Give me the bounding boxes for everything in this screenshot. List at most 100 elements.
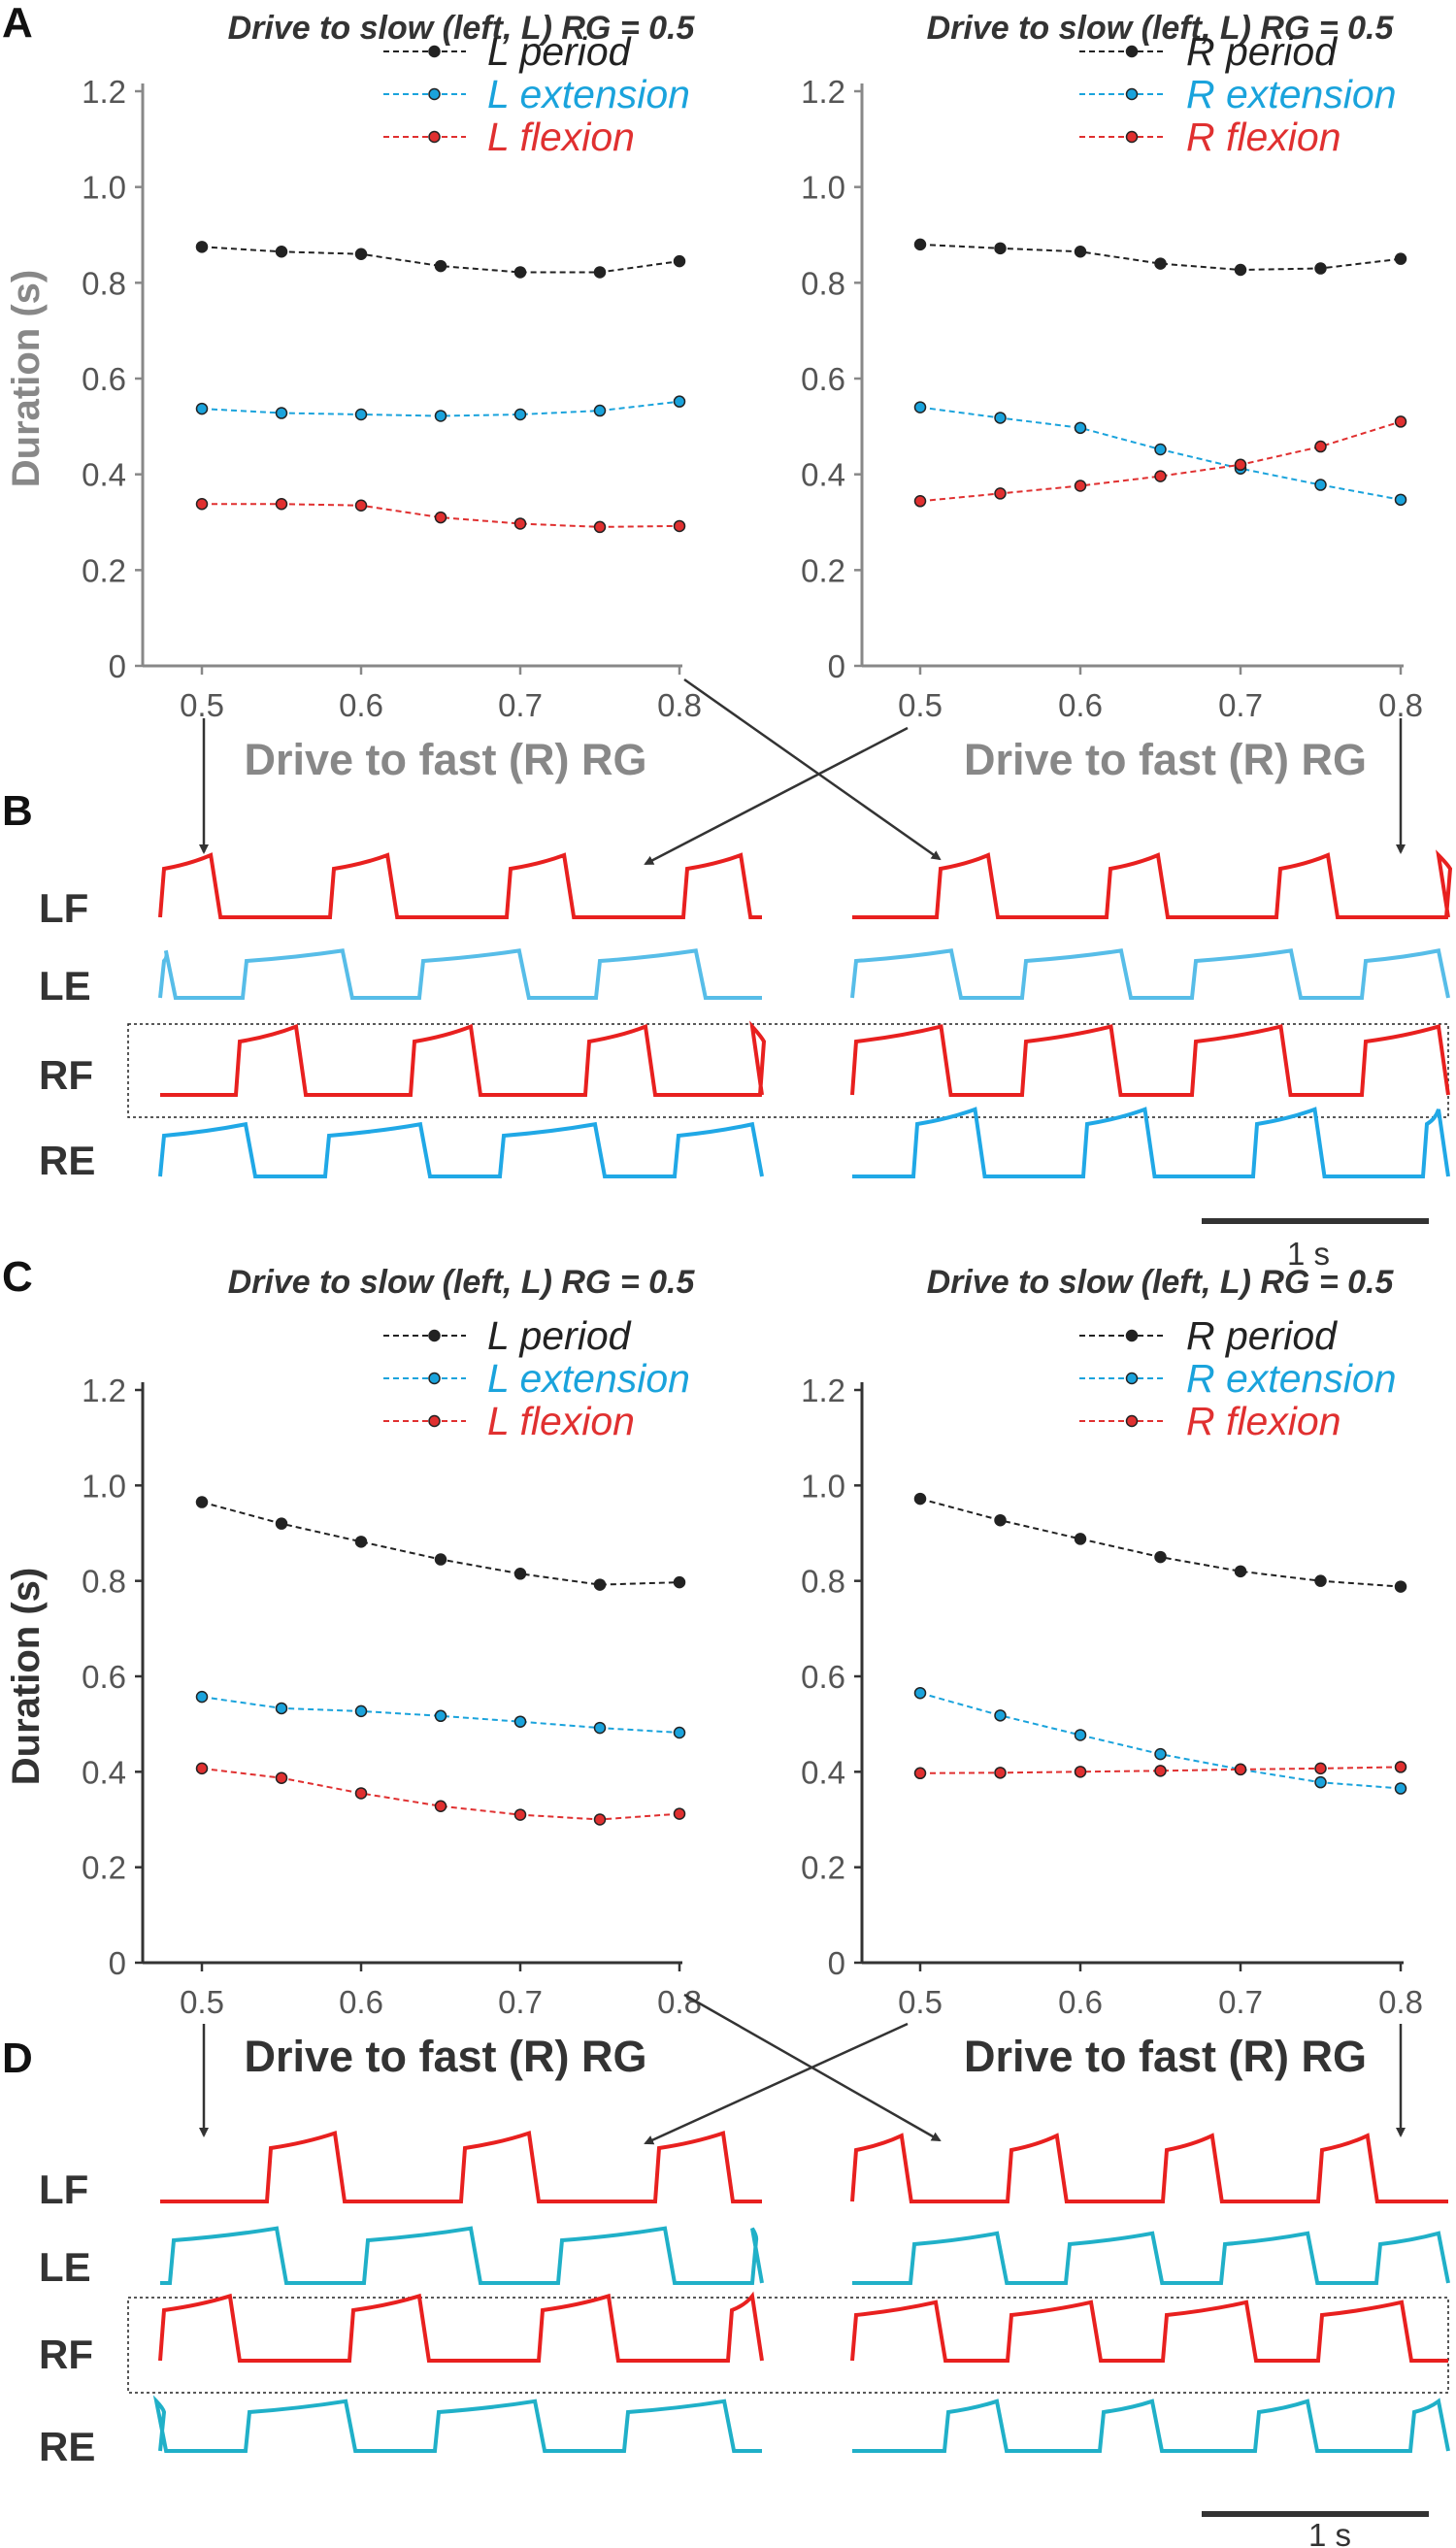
data-point-period xyxy=(1314,262,1327,275)
x-tick-label: 0.6 xyxy=(339,687,383,723)
data-point-extension xyxy=(913,1686,927,1700)
panel-b-traces: LF LE RF RE 1 s xyxy=(39,849,1453,1272)
trace-d-right-lf xyxy=(850,2133,1448,2203)
legend-marker-flexion xyxy=(1125,1414,1139,1428)
data-point-flexion xyxy=(593,1813,607,1826)
data-point-extension xyxy=(1394,493,1407,507)
y-tick-label: 0.2 xyxy=(82,1850,126,1886)
data-point-period xyxy=(1234,263,1247,277)
y-tick-label: 1.2 xyxy=(82,74,126,110)
legend-label-flexion: R flexion xyxy=(1186,115,1341,159)
y-tick-label: 1.2 xyxy=(801,74,845,110)
data-point-period xyxy=(593,266,607,279)
data-point-flexion xyxy=(913,495,927,508)
data-point-extension xyxy=(195,402,209,415)
x-axis-label: Drive to fast (R) RG xyxy=(244,735,646,784)
y-tick-label: 0.2 xyxy=(801,1850,845,1886)
y-tick-label: 0.4 xyxy=(801,1754,845,1790)
data-point-extension xyxy=(434,1709,447,1723)
arrow-b-cross-left xyxy=(644,726,909,866)
arrow-d-cross-left xyxy=(644,2022,909,2145)
data-point-period xyxy=(913,1492,927,1506)
data-point-flexion xyxy=(434,1800,447,1812)
y-tick-label: 0 xyxy=(828,648,845,684)
legend-marker-period xyxy=(1125,1329,1139,1342)
chart-c-left: Drive to slow (left, L) RG = 0.5 0 0.2 0.4 0… xyxy=(5,1264,702,2081)
data-point-extension xyxy=(673,1726,686,1739)
data-point-flexion xyxy=(1394,1761,1407,1773)
y-tick-label: 0.6 xyxy=(82,1659,126,1695)
y-tick-label: 0.6 xyxy=(801,361,845,397)
x-axis-label: Drive to fast (R) RG xyxy=(964,735,1367,784)
legend-label-flexion: L flexion xyxy=(487,1399,635,1443)
legend-label-flexion: R flexion xyxy=(1186,1399,1341,1443)
y-tick-label: 0.2 xyxy=(801,552,845,588)
legend-marker-extension xyxy=(428,1372,441,1385)
data-point-extension xyxy=(513,408,527,421)
panel-letter-a: A xyxy=(2,0,33,47)
y-tick-label: 1.0 xyxy=(801,1468,845,1504)
data-point-period xyxy=(513,1568,527,1580)
data-point-flexion xyxy=(593,520,607,534)
data-point-extension xyxy=(1154,443,1167,456)
x-axis-label: Drive to fast (R) RG xyxy=(244,2032,646,2081)
data-point-period xyxy=(1234,1565,1247,1578)
data-point-extension xyxy=(275,1702,288,1715)
trace-label-b-re: RE xyxy=(39,1138,95,1183)
data-point-period xyxy=(994,1513,1007,1527)
x-tick-label: 0.8 xyxy=(657,1984,702,2020)
data-point-period xyxy=(994,242,1007,255)
data-point-flexion xyxy=(913,1767,927,1780)
x-tick-label: 0.7 xyxy=(498,687,543,723)
panel-b-arrows xyxy=(199,678,1406,866)
y-tick-label: 0 xyxy=(109,1945,126,1981)
scale-bar-label-b: 1 s xyxy=(1287,1236,1330,1272)
chart-c-right: Drive to slow (left, L) RG = 0.5 0 0.2 0.4 0… xyxy=(801,1264,1423,2081)
x-tick-label: 0.8 xyxy=(1378,687,1423,723)
chart-title: Drive to slow (left, L) RG = 0.5 xyxy=(927,10,1395,47)
legend-label-period: L period xyxy=(487,29,632,74)
x-tick-label: 0.8 xyxy=(657,687,702,723)
trace-b-right-rf xyxy=(850,1024,1450,1097)
data-point-period xyxy=(1154,257,1167,270)
data-point-extension xyxy=(1314,1775,1327,1789)
series-line-flexion xyxy=(919,420,1402,503)
data-point-flexion xyxy=(1314,1762,1327,1775)
data-point-extension xyxy=(1314,479,1327,491)
x-tick-label: 0.5 xyxy=(898,1984,943,2020)
x-tick-label: 0.8 xyxy=(1378,1984,1423,2020)
legend-marker-flexion xyxy=(428,130,441,144)
data-point-flexion xyxy=(275,1771,288,1784)
data-point-period xyxy=(195,241,209,253)
x-tick-label: 0.5 xyxy=(898,687,943,723)
data-point-flexion xyxy=(1234,458,1247,472)
data-point-period xyxy=(1074,246,1087,258)
y-tick-label: 0.4 xyxy=(82,1754,126,1790)
chart-a-right: Drive to slow (left, L) RG = 0.5 0 0.2 0.4 0… xyxy=(801,10,1423,784)
data-point-flexion xyxy=(994,1767,1007,1779)
data-point-extension xyxy=(275,407,288,419)
data-point-extension xyxy=(994,1709,1007,1722)
trace-label-d-rf: RF xyxy=(39,2332,93,2377)
trace-b-left-re xyxy=(158,1121,764,1178)
y-tick-label: 1.0 xyxy=(82,1468,126,1504)
x-tick-label: 0.5 xyxy=(180,1984,224,2020)
panel-letter-b: B xyxy=(2,787,33,835)
data-point-flexion xyxy=(1154,1765,1167,1777)
x-tick-label: 0.7 xyxy=(1218,687,1263,723)
chart-title: Drive to slow (left, L) RG = 0.5 xyxy=(228,1264,696,1301)
x-tick-label: 0.7 xyxy=(498,1984,543,2020)
data-point-flexion xyxy=(354,1787,368,1800)
y-tick-label: 0.8 xyxy=(82,265,126,301)
data-point-extension xyxy=(1154,1747,1167,1761)
data-point-period xyxy=(354,1536,368,1548)
legend-marker-period xyxy=(428,1329,441,1342)
data-point-period xyxy=(673,254,686,268)
data-point-flexion xyxy=(1154,470,1167,482)
trace-label-b-rf: RF xyxy=(39,1052,93,1098)
trace-b-left-le xyxy=(158,948,762,1000)
chart-a-left: Drive to slow (left, L) RG = 0.5 0 0.2 0.4 0… xyxy=(5,10,702,784)
data-point-flexion xyxy=(1074,1766,1087,1778)
data-point-period xyxy=(673,1575,686,1589)
